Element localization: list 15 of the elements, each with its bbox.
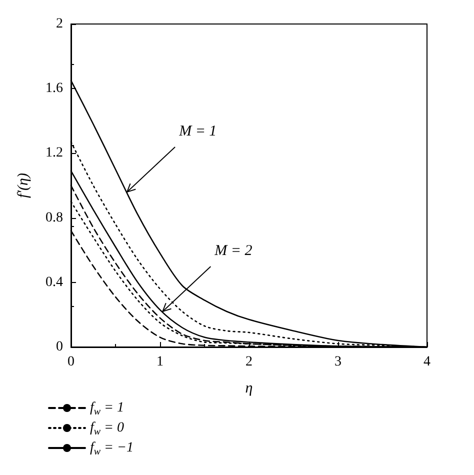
x-tick-label: 0 xyxy=(68,354,74,370)
y-tick-label: 2 xyxy=(56,16,63,32)
x-tick-label: 3 xyxy=(334,354,342,370)
y-tick-label: 0 xyxy=(56,340,63,354)
y-tick-label: 1.6 xyxy=(46,81,63,96)
annotation: M = 2 xyxy=(214,242,253,259)
x-tick-label: 4 xyxy=(424,354,430,370)
annotation: M = 1 xyxy=(178,123,217,140)
y-tick-label: 1.2 xyxy=(46,146,63,161)
x-axis-title: η xyxy=(245,380,253,396)
y-axis-title: f′(η) xyxy=(16,173,32,198)
x-tick-label: 2 xyxy=(246,354,252,370)
y-tick-label: 0.8 xyxy=(46,210,63,226)
y-tick-label: 0.4 xyxy=(46,274,63,290)
x-tick-label: 1 xyxy=(156,354,164,370)
